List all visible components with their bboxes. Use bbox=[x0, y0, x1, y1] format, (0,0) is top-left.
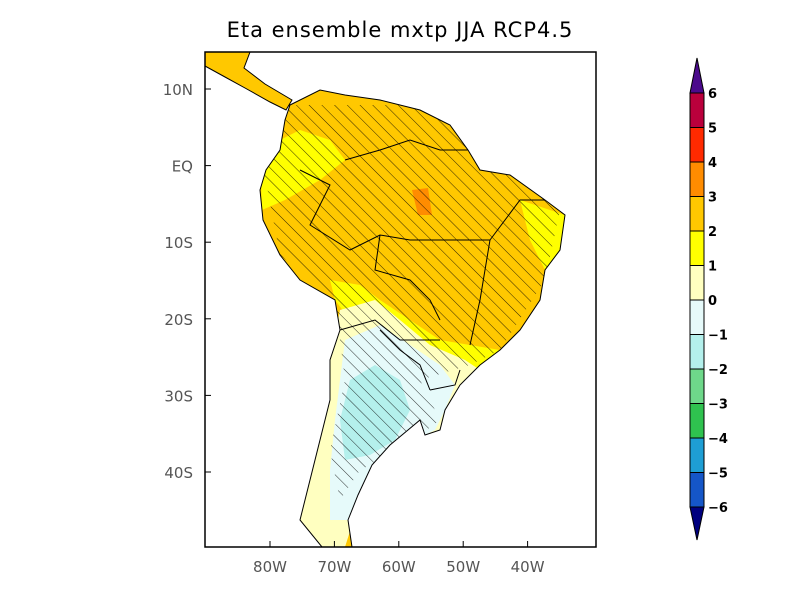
longitude-axis: 80W 70W 60W 50W 40W bbox=[253, 541, 545, 576]
lon-tick-label: 70W bbox=[317, 558, 351, 576]
colorbar-label: −5 bbox=[708, 467, 728, 482]
colorbar-label: 0 bbox=[708, 294, 717, 309]
colorbar-segment bbox=[689, 437, 705, 473]
lat-tick-label: 10N bbox=[163, 81, 193, 99]
colorbar-label: −2 bbox=[708, 363, 728, 378]
plot-title: Eta ensemble mxtp JJA RCP4.5 bbox=[226, 18, 574, 42]
lat-tick-label: EQ bbox=[172, 158, 193, 176]
colorbar-segment bbox=[689, 299, 705, 335]
colorbar-label: −3 bbox=[708, 398, 728, 413]
colorbar: 6 5 4 3 2 1 0 −1 −2 −3 −4 −5 −6 bbox=[689, 57, 728, 541]
colorbar-label: 4 bbox=[708, 156, 717, 171]
colorbar-label: 5 bbox=[708, 122, 717, 137]
country-borders bbox=[299, 139, 545, 391]
significance-hatching bbox=[260, 150, 560, 500]
colorbar-segment bbox=[689, 92, 705, 128]
colorbar-label: 6 bbox=[708, 87, 717, 102]
colorbar-over-triangle bbox=[689, 57, 705, 94]
colorbar-label: −4 bbox=[708, 432, 728, 447]
colorbar-segment bbox=[689, 368, 705, 404]
colorbar-segment bbox=[689, 265, 705, 301]
colorbar-label: 2 bbox=[708, 225, 717, 240]
colorbar-label: 1 bbox=[708, 260, 717, 275]
colorbar-under-triangle bbox=[689, 506, 705, 541]
lat-tick-label: 10S bbox=[164, 234, 193, 252]
colorbar-segment bbox=[689, 334, 705, 370]
lon-tick-label: 80W bbox=[253, 558, 287, 576]
colorbar-label: 3 bbox=[708, 191, 717, 206]
colorbar-segment bbox=[689, 161, 705, 197]
significance-hatching-north bbox=[260, 105, 470, 150]
latitude-axis: 10N EQ 10S 20S 30S 40S bbox=[163, 81, 211, 482]
lat-tick-label: 40S bbox=[164, 464, 193, 482]
colorbar-segment bbox=[689, 230, 705, 266]
map-frame bbox=[204, 51, 597, 548]
colorbar-segment bbox=[689, 196, 705, 232]
colorbar-segment bbox=[689, 403, 705, 439]
lat-tick-label: 20S bbox=[164, 311, 193, 329]
lon-tick-label: 60W bbox=[382, 558, 416, 576]
colorbar-segment bbox=[689, 472, 705, 508]
colorbar-segment bbox=[689, 127, 705, 163]
colorbar-label: −1 bbox=[708, 329, 728, 344]
colorbar-label: −6 bbox=[708, 501, 728, 516]
lat-tick-label: 30S bbox=[164, 387, 193, 405]
lon-tick-label: 40W bbox=[511, 558, 545, 576]
lon-tick-label: 50W bbox=[446, 558, 480, 576]
